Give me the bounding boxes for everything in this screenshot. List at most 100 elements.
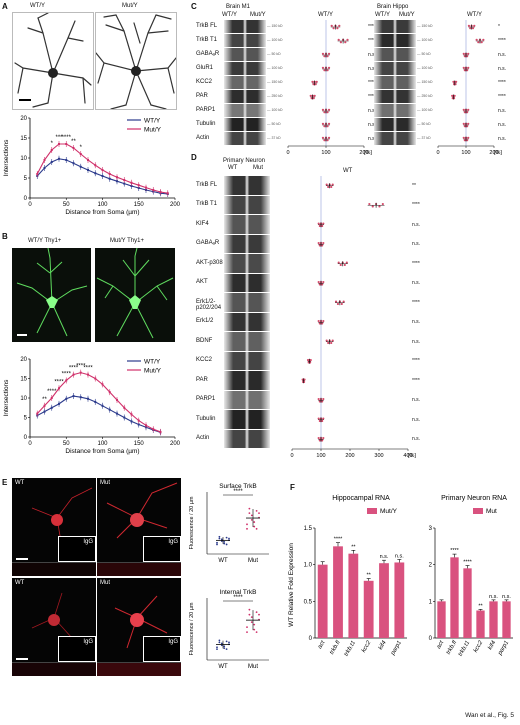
bar-trkb.fl [333, 546, 343, 638]
data-point [331, 183, 334, 186]
data-point [321, 322, 324, 325]
data-point [318, 224, 321, 228]
data-point [123, 179, 126, 181]
panel-a-neuron-image-mut [95, 12, 177, 110]
data-point [342, 300, 345, 303]
data-point [246, 527, 248, 530]
data-point [108, 408, 111, 411]
data-point [108, 391, 111, 394]
x-tick-label: parp1 [390, 640, 403, 657]
data-point [137, 419, 140, 422]
bar-kif4 [379, 563, 389, 638]
data-point [321, 244, 324, 247]
panel-c-dotplot-hippo: 0 100 200[%] [436, 20, 502, 156]
data-point [381, 202, 384, 206]
panel-c-plot1-title: WT/Y [318, 12, 333, 18]
data-point [462, 136, 465, 139]
panel-d-col-mut: Mut [253, 165, 264, 171]
significance-label: n.s. [368, 122, 377, 128]
x-tick-label: WT [218, 558, 228, 564]
panel-c-kd-label-m1-5: — 250 kD [267, 94, 283, 98]
blot-band-1 [224, 34, 266, 48]
significance-label: n.s. [368, 66, 377, 72]
data-point [462, 52, 465, 55]
significance-label: **** [412, 358, 420, 365]
data-point [246, 631, 248, 633]
data-point [116, 412, 118, 415]
data-point [327, 341, 330, 345]
data-point [455, 80, 458, 83]
data-point [345, 261, 348, 264]
data-point [218, 535, 221, 538]
blot-band-7 [224, 118, 266, 132]
data-point [94, 172, 97, 175]
data-point [94, 377, 97, 380]
panel-b-label: B [2, 232, 8, 241]
igg-inset: IgG [58, 536, 96, 562]
panel-c-kd-label-m1-8: — 37 kD [267, 136, 281, 140]
y-tick-label: 0 [429, 636, 433, 642]
dendrite-strip [97, 562, 181, 576]
significance-label: n.s. [368, 108, 377, 114]
data-point [50, 149, 53, 151]
panel-d-row-label-4: AKT-p308 [196, 259, 223, 266]
data-point [248, 608, 251, 611]
data-point [462, 66, 465, 69]
data-point [326, 111, 329, 114]
significance-label: n.s. [498, 122, 507, 128]
quant-title: Internal TrkB [220, 589, 257, 596]
panel-c-kd-label-hippo-0: — 150 kD [417, 24, 433, 28]
significance-label: n.s. [412, 416, 421, 423]
legend-label: Mut/Y [144, 127, 162, 134]
data-point [312, 83, 315, 86]
data-point [108, 177, 111, 180]
igg-label: IgG [168, 639, 178, 645]
panel-c-kd-label-m1-7: — 50 kD [267, 122, 281, 126]
x-tick-label: 50 [63, 441, 70, 447]
data-point [137, 184, 140, 187]
y-axis-title: Intersections [3, 139, 10, 177]
data-point [116, 180, 118, 183]
panel-c-plot2-title: WT/Y [467, 12, 482, 18]
significance-label: **** [412, 202, 420, 209]
x-tick-label: act [436, 640, 445, 650]
significance-label: ** [71, 139, 76, 145]
data-point [466, 111, 469, 114]
significance-label: **** [83, 366, 93, 372]
blot-band-0 [374, 20, 416, 34]
x-tick-label: 400 [403, 453, 412, 459]
bar-kif4 [489, 601, 498, 638]
chart-title: Primary Neuron RNA [441, 495, 507, 502]
panel-e-mut-label-1: Mut [100, 480, 111, 486]
y-axis-title: Fluorescence / 20 µm [189, 496, 195, 549]
legend-label: Mut [486, 508, 497, 515]
panel-f-label: F [290, 483, 295, 492]
data-point [72, 373, 75, 376]
panel-e-wt-label-2: WT [15, 580, 25, 586]
data-point [340, 302, 343, 306]
x-tick-label: Mut [248, 664, 258, 670]
data-point [321, 439, 324, 442]
data-point [50, 397, 53, 399]
data-point [475, 38, 478, 41]
data-point [327, 185, 330, 189]
significance-label: n.s. [395, 553, 404, 559]
significance-label: **** [368, 24, 376, 30]
panel-c-kd-label-m1-3: — 100 kD [267, 66, 283, 70]
data-point [223, 540, 226, 543]
panel-a-label: A [2, 2, 8, 11]
x-tick-label: 100 [461, 150, 470, 156]
data-point [321, 224, 324, 228]
x-tick-label: kcc2 [473, 639, 485, 653]
data-point [159, 430, 162, 433]
y-tick-label: 0 [24, 196, 28, 202]
panel-c-kd-label-m1-0: — 150 kD [267, 24, 283, 28]
x-tick-label: 100 [316, 453, 325, 459]
data-point [339, 263, 342, 267]
significance-label: n.s. [412, 397, 421, 404]
x-axis-title: Distance from Soma (µm) [65, 209, 139, 216]
data-point [223, 542, 226, 545]
panel-d-blot-title: Primary Neuron [223, 158, 266, 164]
data-point [322, 397, 325, 401]
data-point [258, 613, 260, 616]
